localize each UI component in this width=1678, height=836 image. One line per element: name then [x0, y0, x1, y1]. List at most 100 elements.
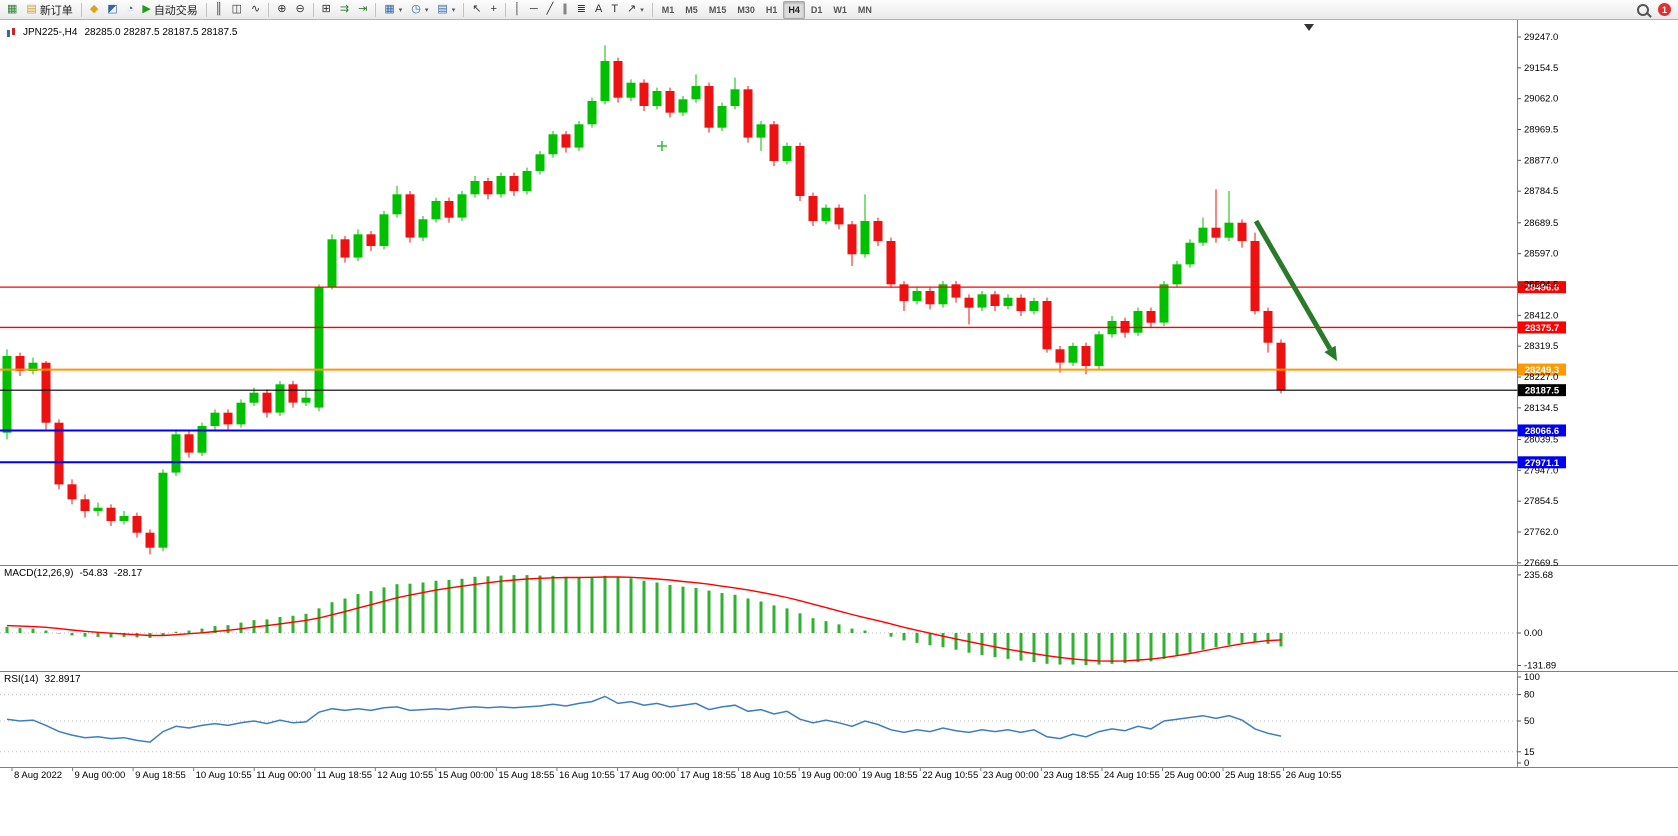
svg-text:9 Aug 18:55: 9 Aug 18:55 — [135, 770, 186, 781]
svg-text:23 Aug 00:00: 23 Aug 00:00 — [983, 770, 1039, 781]
zoom-in-icon: ⊕ — [277, 3, 287, 15]
svg-text:80: 80 — [1524, 690, 1535, 701]
templates-button[interactable]: ▤ ▾ — [433, 0, 459, 19]
zoom-out-icon[interactable]: ⊖ — [291, 0, 308, 19]
price-tag: 28187.5 — [1518, 384, 1566, 397]
cursor-icon[interactable]: ↖ — [468, 0, 485, 19]
candlestick-chart-icon: ◫ — [231, 3, 243, 15]
new-order-button[interactable]: ▤ 新订单 — [22, 0, 76, 19]
candles-layer — [2, 45, 1286, 555]
timeframe-M30-button[interactable]: M30 — [737, 4, 755, 15]
chart-shift-marker[interactable] — [1304, 24, 1314, 31]
new-chart-button[interactable]: ▦ ▾ — [380, 0, 406, 19]
tile-windows-icon[interactable]: ⊞ — [318, 0, 335, 19]
data-window-icon[interactable]: ◔ — [123, 0, 138, 19]
periods-button[interactable]: ◷ ▾ — [407, 0, 432, 19]
toolbar-separator — [80, 2, 82, 17]
timeframe-D1-button[interactable]: D1 — [810, 4, 823, 15]
crosshair-icon[interactable]: + — [487, 0, 501, 19]
macd-label: MACD(12,26,9) — [4, 568, 74, 579]
vertical-line-icon[interactable]: │ — [510, 0, 525, 19]
svg-text:28504.5: 28504.5 — [1524, 280, 1558, 291]
candlestick-chart-icon[interactable]: ◫ — [228, 0, 246, 19]
timeframe-H1-button[interactable]: H1 — [765, 4, 778, 15]
bar-chart-icon[interactable]: ║ — [211, 0, 227, 19]
horizontal-line-icon: ─ — [529, 3, 538, 15]
vertical-line-icon: │ — [513, 3, 521, 15]
text-label-icon[interactable]: T — [607, 0, 622, 19]
new-order-icon: ▤ — [26, 3, 37, 15]
timeframe-W1-button[interactable]: W1 — [833, 4, 847, 15]
auto-scroll-icon[interactable]: ⇉ — [336, 0, 353, 19]
navigator-icon: ◩ — [107, 3, 118, 15]
market-watch-icon[interactable]: ◆ — [86, 0, 102, 19]
svg-text:28784.5: 28784.5 — [1524, 186, 1558, 197]
svg-text:0: 0 — [1524, 758, 1529, 769]
svg-text:11 Aug 00:00: 11 Aug 00:00 — [256, 770, 311, 781]
svg-text:23 Aug 18:55: 23 Aug 18:55 — [1043, 770, 1099, 781]
svg-text:28039.5: 28039.5 — [1524, 435, 1558, 446]
symbol-period-label: JPN225-,H4 — [23, 27, 78, 38]
autotrading-button[interactable]: ▶ 自动交易 — [138, 0, 201, 19]
svg-text:0.00: 0.00 — [1524, 628, 1543, 639]
zoom-out-icon: ⊖ — [295, 3, 305, 15]
price-tag: 27971.1 — [1518, 456, 1566, 469]
price-tag: 28375.7 — [1518, 321, 1566, 334]
svg-text:25 Aug 00:00: 25 Aug 00:00 — [1164, 770, 1220, 781]
fibonacci-icon: ≣ — [576, 3, 586, 15]
data-window-icon: ◔ — [126, 3, 134, 15]
svg-text:12 Aug 10:55: 12 Aug 10:55 — [377, 770, 433, 781]
chart-window-icon[interactable]: ▦ — [3, 0, 21, 19]
svg-text:100: 100 — [1524, 672, 1540, 683]
text-label-icon: T — [611, 3, 619, 15]
channel-icon: ∥ — [562, 3, 568, 15]
notification-badge[interactable]: 1 — [1658, 3, 1671, 16]
trend-arrow[interactable] — [1253, 219, 1333, 351]
timeframe-M5-button[interactable]: M5 — [685, 4, 698, 15]
line-chart-icon[interactable]: ∿ — [247, 0, 264, 19]
svg-text:28375.7: 28375.7 — [1525, 323, 1559, 334]
svg-text:17 Aug 00:00: 17 Aug 00:00 — [620, 770, 676, 781]
price-tag: 28066.6 — [1518, 424, 1566, 437]
svg-text:28412.0: 28412.0 — [1524, 310, 1558, 321]
arrows-button[interactable]: ↗ ▾ — [623, 0, 648, 19]
zoom-in-icon[interactable]: ⊕ — [273, 0, 290, 19]
timeframe-M15-button[interactable]: M15 — [708, 4, 727, 15]
hlines-layer[interactable]: 28496.6 28375.7 28249.3 28187.5 28066.6 27971… — [0, 281, 1566, 469]
chevron-down-icon: ▾ — [451, 6, 456, 14]
periods-icon: ◷ — [411, 3, 421, 15]
channel-icon[interactable]: ∥ — [558, 0, 572, 19]
toolbar-separator — [463, 2, 465, 17]
horizontal-line-icon[interactable]: ─ — [526, 0, 542, 19]
search-icon[interactable] — [1637, 3, 1649, 16]
svg-text:27669.5: 27669.5 — [1524, 558, 1558, 569]
timeframe-M1-button[interactable]: M1 — [661, 4, 675, 15]
svg-text:8 Aug 2022: 8 Aug 2022 — [14, 770, 62, 781]
templates-icon: ▤ — [437, 3, 448, 15]
trendline-icon: ╱ — [546, 3, 554, 15]
svg-text:29154.5: 29154.5 — [1524, 63, 1558, 74]
text-icon[interactable]: A — [591, 0, 606, 19]
rsi-panel-header: RSI(14) 32.8917 — [4, 674, 81, 685]
time-axis[interactable]: 8 Aug 2022 9 Aug 00:00 9 Aug 18:55 10 Aug 1… — [11, 767, 1342, 782]
svg-text:27971.1: 27971.1 — [1525, 458, 1560, 469]
svg-text:22 Aug 10:55: 22 Aug 10:55 — [922, 770, 978, 781]
fibonacci-icon[interactable]: ≣ — [573, 0, 590, 19]
timeframe-MN-button[interactable]: MN — [857, 4, 872, 15]
ohlc-values: 28285.0 28287.5 28187.5 28187.5 — [84, 27, 238, 38]
chart-shift-icon[interactable]: ⇥ — [354, 0, 371, 19]
price-tag: 28249.3 — [1518, 363, 1566, 376]
svg-text:50: 50 — [1524, 716, 1535, 727]
annotations-layer[interactable] — [657, 24, 1337, 361]
svg-text:28319.5: 28319.5 — [1524, 341, 1558, 352]
macd-panel: 235.68 0.00 -131.89 — [0, 570, 1556, 672]
navigator-icon[interactable]: ◩ — [103, 0, 121, 19]
svg-text:17 Aug 18:55: 17 Aug 18:55 — [680, 770, 736, 781]
chevron-down-icon: ▾ — [398, 6, 403, 14]
rsi-value: 32.8917 — [44, 674, 81, 685]
trendline-icon[interactable]: ╱ — [543, 0, 558, 19]
market-watch-icon: ◆ — [89, 3, 99, 15]
timeframe-H4-button[interactable]: H4 — [783, 0, 805, 19]
price-axis[interactable]: 29247.0 29154.5 29062.0 28969.5 28877.0 28784… — [1517, 32, 1559, 569]
